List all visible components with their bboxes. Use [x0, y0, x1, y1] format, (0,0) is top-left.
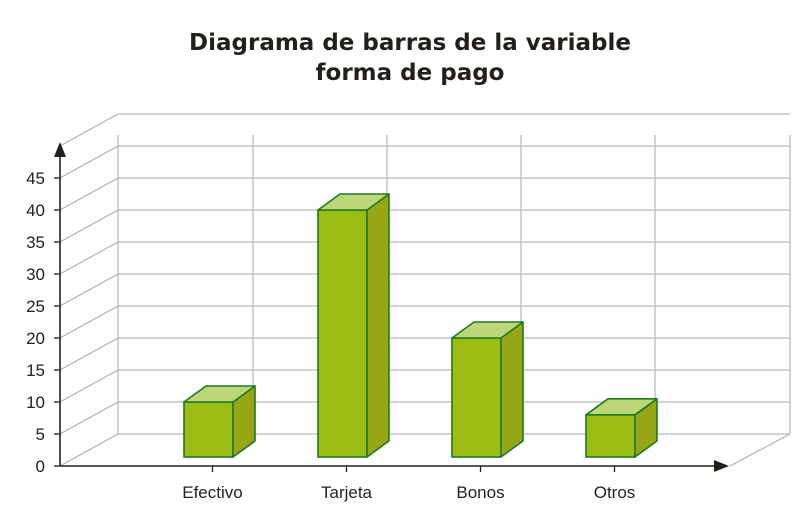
- grid-diagonal-3: [60, 338, 118, 370]
- bar-front-otros: [586, 415, 635, 457]
- grid-diagonal-2: [60, 370, 118, 402]
- bar-front-bonos: [452, 338, 501, 457]
- grid-diagonal-5: [60, 274, 118, 306]
- y-tick-label-2: 10: [26, 393, 45, 412]
- x-tick-label-bonos: Bonos: [456, 483, 504, 502]
- y-tick-label-5: 25: [26, 297, 45, 316]
- grid-diagonal-4: [60, 306, 118, 338]
- y-tick-label-0: 0: [36, 457, 45, 476]
- floor-right-edge: [730, 434, 790, 466]
- grid-diagonal-7: [60, 210, 118, 242]
- bar-front-efectivo: [184, 402, 233, 457]
- bar-side-tarjeta: [367, 194, 389, 457]
- y-tick-label-7: 35: [26, 233, 45, 252]
- bar-front-tarjeta: [318, 210, 367, 457]
- x-tick-label-otros: Otros: [594, 483, 636, 502]
- bar-side-bonos: [501, 322, 523, 457]
- grid-diagonal-1: [60, 402, 118, 434]
- y-tick-label-8: 40: [26, 201, 45, 220]
- x-tick-label-efectivo: Efectivo: [182, 483, 242, 502]
- grid-diagonal-6: [60, 242, 118, 274]
- y-tick-label-9: 45: [26, 169, 45, 188]
- grid-diagonal-10: [60, 114, 118, 146]
- y-tick-label-6: 30: [26, 265, 45, 284]
- grid-diagonal-8: [60, 178, 118, 210]
- x-tick-label-tarjeta: Tarjeta: [321, 483, 373, 502]
- floor-left-edge: [60, 434, 118, 466]
- y-tick-label-4: 20: [26, 329, 45, 348]
- y-tick-label-1: 5: [36, 425, 45, 444]
- y-tick-label-3: 15: [26, 361, 45, 380]
- x-axis-arrow: [714, 460, 729, 472]
- grid-diagonal-9: [60, 146, 118, 178]
